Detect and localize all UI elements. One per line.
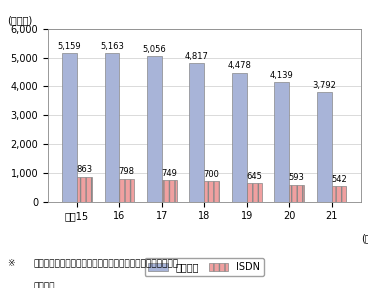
- Bar: [147, 56, 162, 202]
- Bar: [162, 180, 177, 202]
- Text: 3,792: 3,792: [312, 81, 336, 90]
- Text: 4,817: 4,817: [185, 52, 209, 60]
- Bar: [332, 186, 346, 202]
- Text: 645: 645: [246, 172, 262, 181]
- Bar: [274, 82, 289, 202]
- Bar: [77, 177, 92, 202]
- Text: 5,163: 5,163: [100, 41, 124, 51]
- Text: 749: 749: [161, 169, 177, 178]
- Text: 4,478: 4,478: [227, 61, 251, 70]
- Text: 700: 700: [204, 170, 220, 179]
- Text: 863: 863: [76, 165, 92, 175]
- Legend: 加入電話, ISDN: 加入電話, ISDN: [145, 258, 264, 276]
- Bar: [289, 185, 304, 202]
- Text: 542: 542: [331, 175, 347, 184]
- Bar: [62, 53, 77, 202]
- Text: している: している: [33, 282, 54, 288]
- Text: 過去の数値については、データを精査した結果を踏まえ修正: 過去の数値については、データを精査した結果を踏まえ修正: [33, 259, 178, 268]
- Text: ※: ※: [7, 259, 15, 268]
- Text: 4,139: 4,139: [270, 71, 294, 80]
- Bar: [317, 92, 332, 202]
- Text: 593: 593: [289, 173, 304, 182]
- Bar: [247, 183, 262, 202]
- Bar: [204, 181, 219, 202]
- Bar: [232, 73, 247, 202]
- Text: (万加入): (万加入): [7, 15, 32, 25]
- Text: 5,056: 5,056: [142, 45, 166, 54]
- Bar: [105, 53, 119, 202]
- Text: (年度末): (年度末): [361, 233, 368, 243]
- Text: 5,159: 5,159: [58, 42, 81, 51]
- Text: 798: 798: [119, 167, 135, 176]
- Bar: [190, 63, 204, 202]
- Bar: [119, 179, 134, 202]
